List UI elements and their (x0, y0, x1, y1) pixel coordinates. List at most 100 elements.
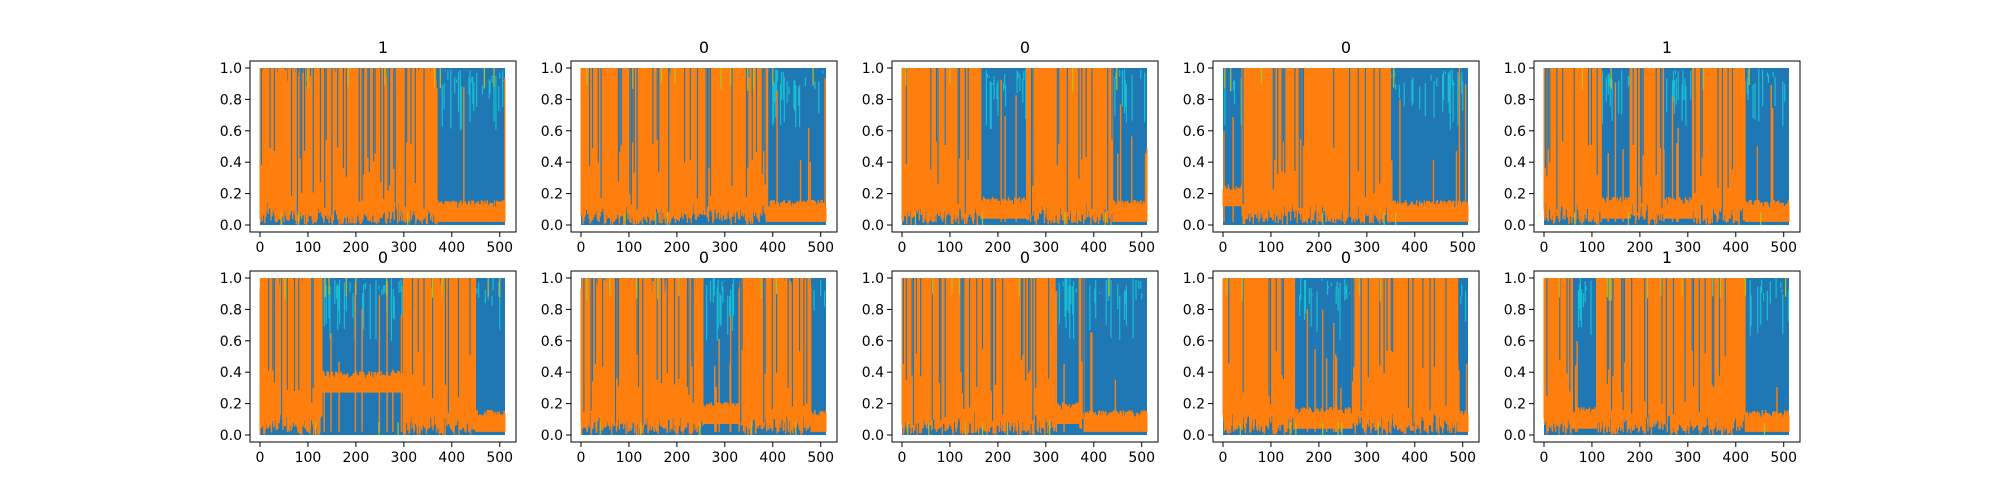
margin-right (1147, 61, 1158, 232)
x-tick-label: 400 (1401, 240, 1428, 256)
y-tick-label: 1.0 (862, 61, 884, 77)
margin-right (1468, 271, 1479, 442)
x-tick-label: 200 (1627, 450, 1654, 466)
x-tick-label: 500 (1449, 240, 1476, 256)
margin-bottom (1534, 435, 1800, 442)
x-tick-label: 500 (1128, 450, 1155, 466)
y-tick-label: 0.4 (220, 155, 242, 171)
y-tick-label: 0.6 (1183, 334, 1205, 350)
subplot-title: 0 (1020, 38, 1030, 57)
subplot-title: 0 (1341, 248, 1351, 267)
x-tick-label: 0 (898, 450, 907, 466)
series-olive-line (905, 68, 1118, 225)
plot-area (571, 271, 837, 442)
x-tick-label: 200 (664, 450, 691, 466)
subplot-title: 1 (1662, 38, 1672, 57)
x-tick-label: 300 (1353, 450, 1380, 466)
y-tick-label: 1.0 (862, 271, 884, 287)
y-tick-label: 0.8 (220, 302, 242, 318)
x-tick-label: 300 (711, 240, 738, 256)
series-blue-spikes (1242, 68, 1381, 212)
y-tick-label: 0.6 (1183, 124, 1205, 140)
y-tick-label: 0.8 (1183, 92, 1205, 108)
margin-bottom (571, 225, 837, 232)
margin-bottom (892, 435, 1158, 442)
margin-top (1534, 61, 1800, 68)
y-tick-label: 1.0 (220, 271, 242, 287)
x-tick-label: 500 (807, 240, 834, 256)
y-tick-label: 0.0 (1183, 428, 1205, 444)
series-olive-line (1558, 278, 1787, 435)
axes-frame (249, 60, 517, 233)
series-blue-spikes (268, 278, 471, 422)
y-tick-label: 0.0 (220, 218, 242, 234)
subplot-title: 0 (699, 248, 709, 267)
subplot-10: 0 100 200 300 400 500 0.0 0.2 0.4 0.6 0.8 1.0 1 (1504, 248, 1801, 466)
subplot-title: 0 (378, 248, 388, 267)
subplot-9: 0 100 200 300 400 500 0.0 0.2 0.4 0.6 0.8 1.0 0 (1183, 248, 1480, 466)
x-tick-label: 300 (1032, 450, 1059, 466)
axes-frame (1533, 270, 1801, 443)
x-tick-label: 100 (1579, 450, 1606, 466)
margin-top (571, 61, 837, 68)
y-tick-label: 0.6 (541, 124, 563, 140)
y-tick-label: 0.8 (862, 92, 884, 108)
plot-area (1534, 271, 1800, 442)
axes-frame (1533, 60, 1801, 233)
y-tick-label: 0.0 (1183, 218, 1205, 234)
y-tick-label: 0.2 (541, 187, 563, 203)
margin-left (571, 61, 581, 232)
axes-frame (1212, 60, 1480, 233)
x-tick-label: 200 (1627, 240, 1654, 256)
y-tick-label: 0.2 (862, 397, 884, 413)
subplot-title: 1 (378, 38, 388, 57)
y-tick-label: 0.4 (862, 365, 884, 381)
x-tick-label: 0 (1540, 450, 1549, 466)
y-tick-label: 0.0 (862, 428, 884, 444)
series-blue-spikes (905, 68, 1113, 216)
series-olive-line (586, 68, 814, 225)
x-tick-label: 200 (343, 240, 370, 256)
y-tick-label: 0.2 (541, 397, 563, 413)
y-tick-label: 0.8 (541, 92, 563, 108)
y-tick-label: 0.6 (220, 334, 242, 350)
y-tick-label: 1.0 (1504, 61, 1526, 77)
margin-left (1534, 271, 1544, 442)
plot-area (1213, 271, 1479, 442)
margin-left (250, 61, 260, 232)
y-tick-label: 0.4 (862, 155, 884, 171)
series-blue-spikes (902, 278, 1084, 426)
x-tick-label: 200 (1306, 240, 1333, 256)
margin-right (505, 271, 516, 442)
x-tick-label: 0 (577, 450, 586, 466)
margin-bottom (1213, 435, 1479, 442)
y-tick-label: 0.4 (1183, 365, 1205, 381)
series-olive-line (280, 68, 495, 225)
y-tick-label: 0.2 (220, 397, 242, 413)
margin-top (250, 61, 516, 68)
y-tick-label: 0.0 (1504, 428, 1526, 444)
margin-right (1468, 61, 1479, 232)
series-blue-spikes (589, 68, 766, 212)
y-tick-label: 0.8 (1504, 302, 1526, 318)
margin-right (826, 271, 837, 442)
margin-bottom (250, 435, 516, 442)
x-tick-label: 400 (1080, 240, 1107, 256)
x-tick-label: 100 (295, 450, 322, 466)
subplot-title: 1 (1662, 248, 1672, 267)
series-olive-line (1226, 278, 1381, 435)
axes-frame (249, 270, 517, 443)
margin-left (892, 61, 902, 232)
x-tick-label: 300 (1032, 240, 1059, 256)
margin-left (571, 271, 581, 442)
plot-area (1534, 61, 1800, 232)
plot-area (571, 61, 837, 232)
x-tick-label: 400 (438, 240, 465, 256)
x-tick-label: 300 (390, 240, 417, 256)
subplot-8: 0 100 200 300 400 500 0.0 0.2 0.4 0.6 0.8 1.0 0 (862, 248, 1159, 466)
subplot-4: 0 100 200 300 400 500 0.0 0.2 0.4 0.6 0.8 1.0 0 (1183, 38, 1480, 256)
subplot-title: 0 (1341, 38, 1351, 57)
margin-top (1213, 61, 1479, 68)
y-tick-label: 0.8 (862, 302, 884, 318)
margin-bottom (1534, 225, 1800, 232)
